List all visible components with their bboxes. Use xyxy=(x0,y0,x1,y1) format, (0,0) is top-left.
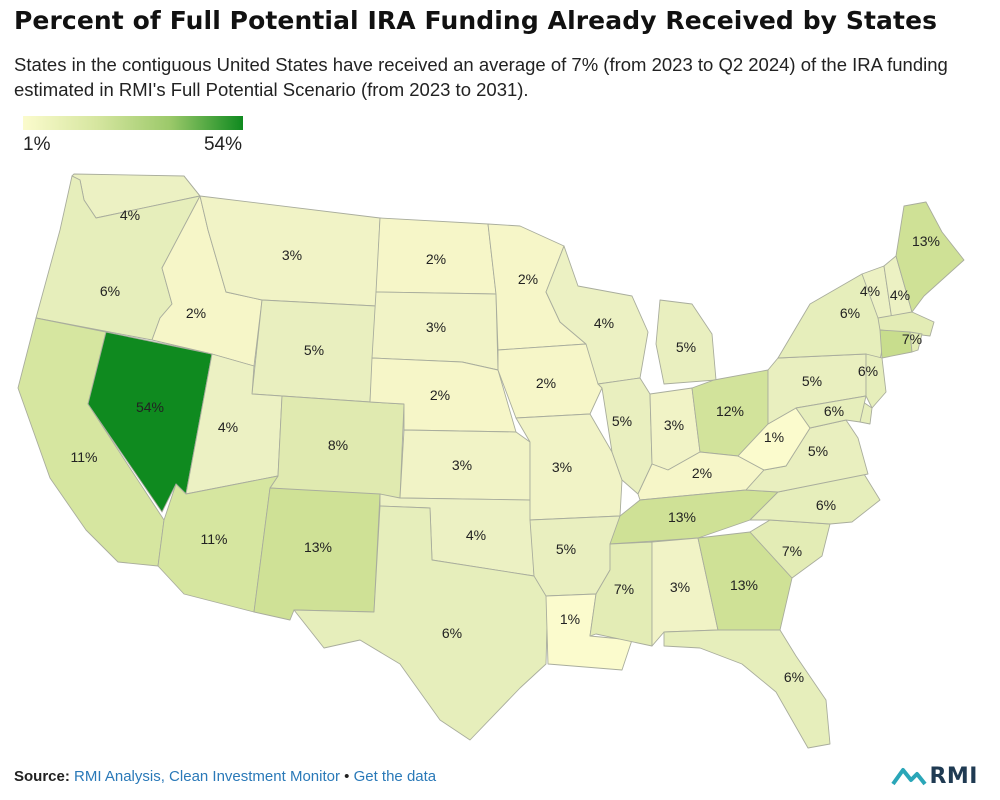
state-rhode-island[interactable] xyxy=(909,331,923,353)
state-label-sd: 3% xyxy=(426,319,446,335)
state-label-oh: 12% xyxy=(716,403,744,419)
state-label-id: 2% xyxy=(186,305,206,321)
state-arizona[interactable] xyxy=(157,475,279,613)
state-label-az: 11% xyxy=(201,531,228,547)
state-label-md: 6% xyxy=(824,403,844,419)
state-label-al: 3% xyxy=(670,579,690,595)
footer-separator: • xyxy=(344,768,350,785)
state-florida[interactable] xyxy=(663,629,831,749)
state-label-ia: 2% xyxy=(536,375,556,391)
state-label-or: 6% xyxy=(100,283,120,299)
legend-color-scale xyxy=(23,116,243,130)
state-label-wv: 1% xyxy=(764,429,784,445)
state-label-ca: 11% xyxy=(71,449,98,465)
state-label-nm: 13% xyxy=(304,539,332,555)
state-label-mo: 3% xyxy=(552,459,572,475)
state-label-wy: 5% xyxy=(304,342,324,358)
state-label-ut: 4% xyxy=(218,419,238,435)
state-georgia[interactable] xyxy=(697,531,793,631)
chart-title: Percent of Full Potential IRA Funding Al… xyxy=(14,6,938,35)
state-maryland[interactable] xyxy=(795,395,867,429)
state-label-tx: 6% xyxy=(442,625,462,641)
state-label-me: 13% xyxy=(912,233,940,249)
state-label-mi: 5% xyxy=(676,339,696,355)
state-label-ny: 6% xyxy=(840,305,860,321)
source-link[interactable]: RMI Analysis, Clean Investment Monitor xyxy=(74,768,340,785)
state-label-in: 3% xyxy=(664,417,684,433)
legend-min-label: 1% xyxy=(23,134,51,155)
state-label-mn: 2% xyxy=(518,271,538,287)
state-label-mt: 3% xyxy=(282,247,302,263)
state-label-sc: 7% xyxy=(782,543,802,559)
state-label-la: 1% xyxy=(560,611,580,627)
state-label-ne: 2% xyxy=(430,387,450,403)
source-label: Source: xyxy=(14,768,70,785)
get-the-data-link[interactable]: Get the data xyxy=(353,768,437,785)
state-label-pa: 5% xyxy=(802,373,822,389)
state-label-va: 5% xyxy=(808,443,828,459)
state-label-wi: 4% xyxy=(594,315,614,331)
state-label-ct: 7% xyxy=(902,331,922,347)
state-maine[interactable] xyxy=(895,201,965,313)
state-label-nd: 2% xyxy=(426,251,446,267)
state-massachusetts[interactable] xyxy=(877,311,935,337)
state-new-jersey[interactable] xyxy=(865,353,887,409)
state-label-wa: 4% xyxy=(120,207,140,223)
state-label-nj: 6% xyxy=(858,363,878,379)
state-label-ga: 13% xyxy=(730,577,758,593)
rmi-mountain-icon xyxy=(891,768,928,786)
state-texas[interactable] xyxy=(293,505,549,741)
rmi-logo-text: RMI xyxy=(929,763,978,789)
state-label-vt: 4% xyxy=(860,283,880,299)
legend-max-label: 54% xyxy=(203,134,242,155)
state-label-ok: 4% xyxy=(466,527,486,543)
state-label-co: 8% xyxy=(328,437,348,453)
state-south-carolina[interactable] xyxy=(749,519,831,579)
state-label-ms: 7% xyxy=(614,581,634,597)
state-label-nh: 4% xyxy=(890,287,910,303)
chart-subtitle: States in the contiguous United States h… xyxy=(14,54,948,100)
source-footer: Source: RMI Analysis, Clean Investment M… xyxy=(14,768,436,785)
rmi-logo: RMI xyxy=(891,763,978,789)
state-label-ar: 5% xyxy=(556,541,576,557)
state-label-tn: 13% xyxy=(668,509,696,525)
state-label-ky: 2% xyxy=(692,465,712,481)
state-label-nc: 6% xyxy=(816,497,836,513)
state-label-il: 5% xyxy=(612,413,632,429)
state-label-ks: 3% xyxy=(452,457,472,473)
state-label-fl: 6% xyxy=(784,669,804,685)
state-label-nv: 54% xyxy=(136,399,164,415)
state-missouri[interactable] xyxy=(515,413,623,521)
